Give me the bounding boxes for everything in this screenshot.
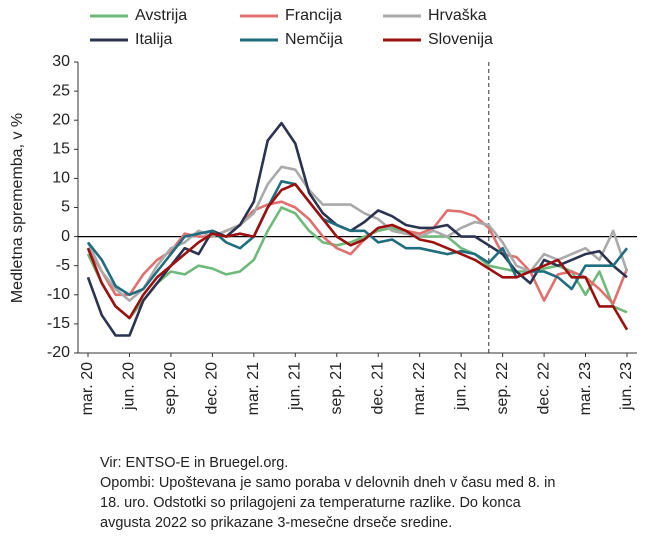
legend-label: Avstrija (135, 7, 187, 24)
note: 18. uro. Odstotki so prilagojeni za temp… (100, 495, 522, 511)
note: Opombi: Upoštevana je samo poraba v delo… (100, 475, 555, 491)
x-tick-label: jun. 22 (452, 362, 469, 411)
series-line (86, 121, 628, 337)
y-tick-label: -20 (47, 344, 70, 361)
legend-label: Hrvaška (428, 7, 487, 24)
legend-label: Francija (285, 7, 342, 24)
series-line (86, 165, 629, 302)
y-tick-label: 20 (52, 111, 70, 128)
y-tick-label: 25 (52, 82, 70, 99)
y-axis-label: Medletna sprememba, v % (9, 113, 26, 303)
x-tick-label: mar. 21 (245, 362, 262, 415)
y-tick-label: 10 (52, 170, 70, 187)
series-line (86, 180, 629, 297)
x-tick-label: jun. 20 (121, 362, 138, 411)
x-tick-label: mar. 20 (79, 362, 96, 415)
x-tick-label: jun. 21 (287, 362, 304, 411)
x-tick-label: dec. 21 (369, 362, 386, 415)
x-tick-label: jun. 23 (618, 362, 635, 411)
note: avgusta 2022 so prikazane 3-mesečne drse… (100, 515, 452, 531)
legend-label: Slovenija (428, 31, 493, 48)
x-tick-label: sep. 20 (162, 362, 179, 415)
series-line (86, 182, 629, 331)
series-line (86, 200, 629, 305)
x-tick-label: dec. 20 (204, 362, 221, 415)
y-tick-label: 30 (52, 53, 70, 70)
x-tick-label: mar. 23 (577, 362, 594, 415)
y-tick-label: 0 (61, 228, 70, 245)
y-tick-label: -15 (47, 315, 70, 332)
x-tick-label: mar. 22 (411, 362, 428, 415)
legend-label: Nemčija (285, 31, 343, 48)
y-tick-label: -5 (56, 257, 70, 274)
y-tick-label: 5 (61, 199, 70, 216)
x-tick-label: dec. 22 (535, 362, 552, 415)
legend-label: Italija (135, 31, 172, 48)
x-tick-label: sep. 22 (494, 362, 511, 415)
x-tick-label: sep. 21 (328, 362, 345, 415)
note: Vir: ENTSO-E in Bruegel.org. (100, 455, 288, 471)
y-tick-label: -10 (47, 286, 70, 303)
y-tick-label: 15 (52, 141, 70, 158)
series-line (86, 206, 628, 320)
